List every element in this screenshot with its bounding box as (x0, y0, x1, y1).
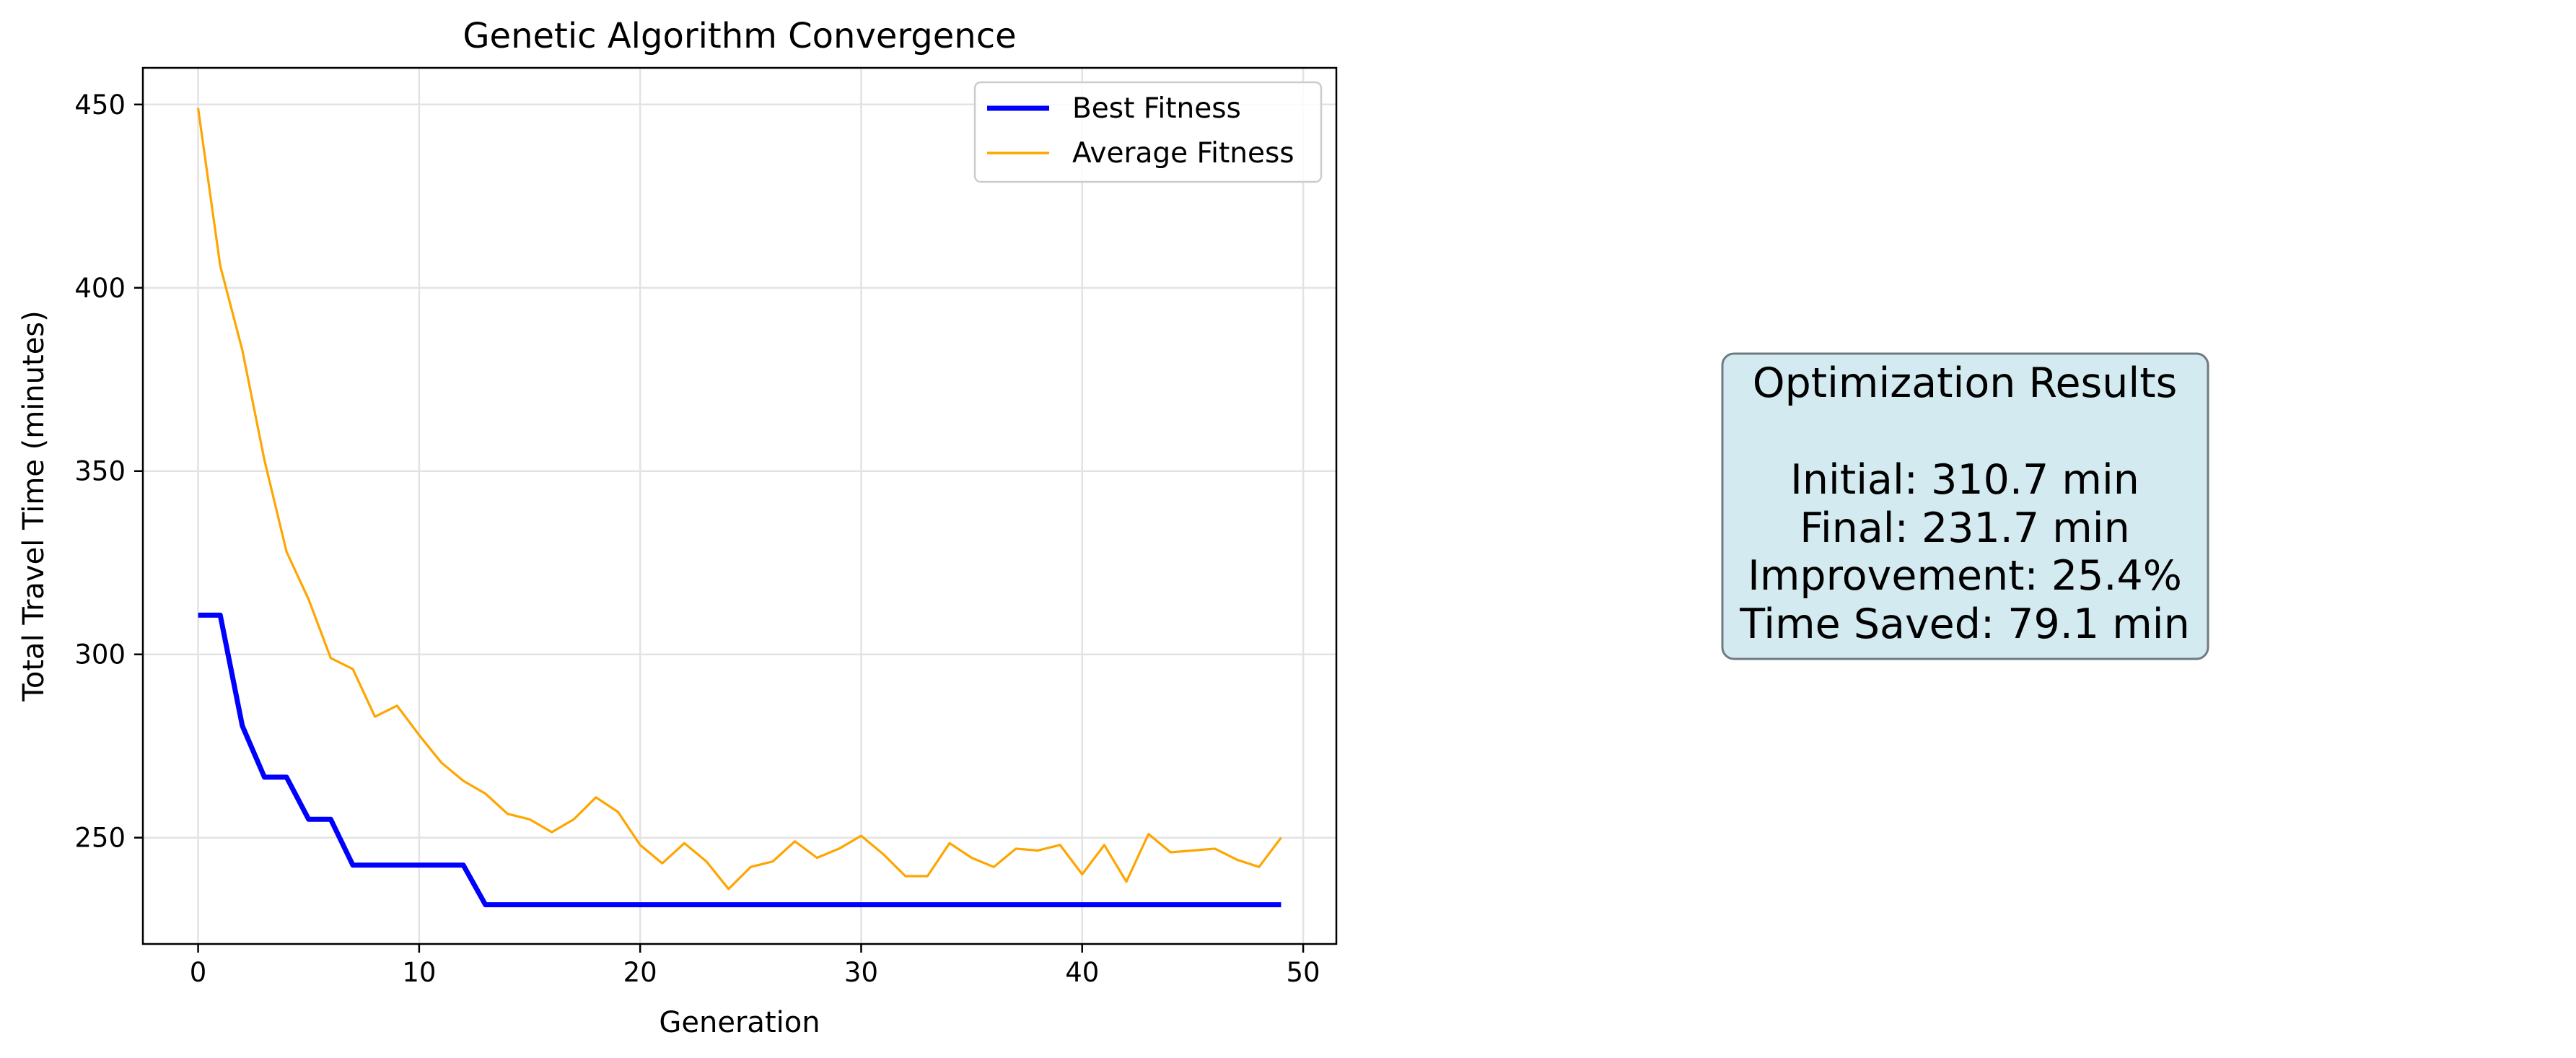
best-fitness-line (198, 612, 1282, 908)
results-box-background (1721, 352, 2209, 660)
chart-title: Genetic Algorithm Convergence (463, 16, 1016, 56)
x-tick-label: 0 (190, 957, 207, 988)
x-tick-label: 20 (623, 957, 657, 988)
x-tick-label: 40 (1065, 957, 1099, 988)
axis-ticks: 0 10 20 30 40 50 250 300 350 400 450 (74, 89, 1320, 988)
results-initial: Initial: 310.7 min (1790, 456, 2139, 504)
legend-label-best-fitness: Best Fitness (1072, 92, 1241, 125)
legend-box (973, 81, 1323, 183)
y-tick-label: 250 (74, 823, 126, 854)
y-axis-label: Total Travel Time (minutes) (17, 310, 51, 701)
x-tick-label: 50 (1287, 957, 1320, 988)
series-lines (196, 108, 1282, 908)
y-tick-label: 400 (74, 273, 126, 304)
convergence-chart: 0 10 20 30 40 50 250 300 350 400 450 Genetic Algor… (17, 16, 1338, 1039)
results-time-saved: Time Saved: 79.1 min (1739, 600, 2190, 648)
results-box: Optimization Results Initial: 310.7 min … (1721, 352, 2209, 660)
x-tick-label: 10 (402, 957, 436, 988)
results-final: Final: 231.7 min (1800, 504, 2129, 552)
y-tick-label: 450 (74, 89, 126, 121)
legend-label-average-fitness: Average Fitness (1072, 137, 1294, 170)
legend: Best Fitness Average Fitness (973, 81, 1323, 183)
x-tick-label: 30 (844, 957, 878, 988)
y-tick-label: 300 (74, 639, 126, 670)
average-fitness-line (196, 108, 1282, 891)
plot-frame (141, 66, 1338, 945)
x-axis-label: Generation (659, 1006, 820, 1039)
results-improvement: Improvement: 25.4% (1748, 552, 2182, 600)
results-title: Optimization Results (1753, 359, 2178, 407)
y-tick-label: 350 (74, 456, 126, 487)
